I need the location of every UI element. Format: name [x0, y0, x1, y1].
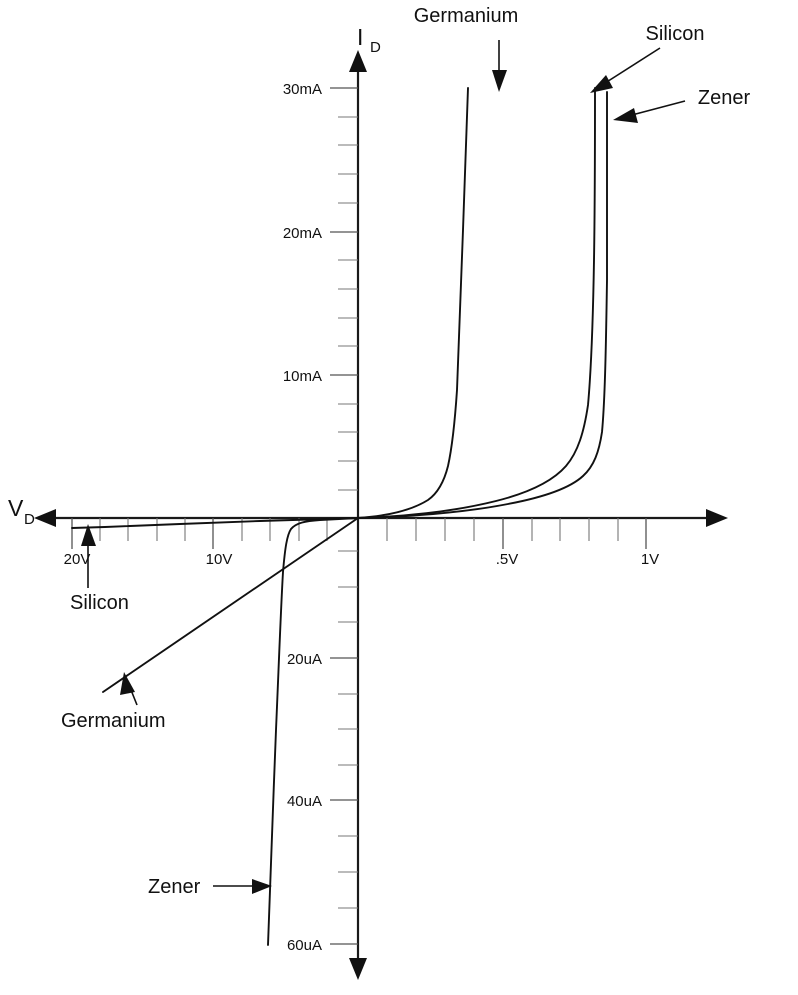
x-tick-label-10V: 10V	[206, 551, 233, 568]
y-tick-label-20mA: 20mA	[283, 225, 322, 242]
y-axis-down-arrowhead	[349, 958, 367, 980]
leader-silicon-top	[590, 47, 661, 93]
annotation-germanium-top: Germanium	[414, 5, 518, 27]
y-tick-label-30mA: 30mA	[283, 81, 322, 98]
leader-silicon-reverse	[81, 524, 96, 588]
annotation-germanium-reverse: Germanium	[61, 710, 165, 732]
curve-silicon-forward	[357, 87, 596, 519]
curve-silicon-reverse	[71, 517, 359, 529]
y-axis-title: I	[357, 24, 363, 50]
x-tick-label-1V: 1V	[641, 551, 659, 568]
leader-germanium-reverse	[120, 672, 138, 706]
y-tick-label-20uA: 20uA	[287, 651, 322, 668]
curve-germanium-forward	[357, 87, 469, 519]
curve-zener-reverse	[267, 517, 359, 946]
x-tick-label-20V: 20V	[64, 551, 91, 568]
annotation-zener-reverse: Zener	[148, 876, 201, 898]
y-positive-ticks	[330, 87, 358, 491]
x-axis-title-subscript: D	[24, 511, 35, 528]
y-negative-ticks	[330, 550, 358, 945]
x-axis-title: V	[8, 495, 24, 521]
y-tick-label-10mA: 10mA	[283, 368, 322, 385]
y-axis-up-arrowhead	[349, 50, 367, 72]
x-positive-ticks	[386, 518, 647, 549]
leader-germanium-top	[492, 40, 507, 92]
x-tick-label-point5V: .5V	[496, 551, 519, 568]
curve-zener-forward	[357, 91, 608, 519]
annotation-silicon-reverse: Silicon	[70, 592, 129, 614]
curve-germanium-reverse	[102, 517, 359, 693]
y-tick-label-60uA: 60uA	[287, 937, 322, 954]
y-axis-title-subscript: D	[370, 39, 381, 56]
leader-zener-reverse	[213, 879, 272, 894]
x-axis-left-arrowhead	[34, 509, 56, 527]
x-axis-right-arrowhead	[706, 509, 728, 527]
annotation-silicon-top: Silicon	[646, 23, 705, 45]
y-tick-label-40uA: 40uA	[287, 793, 322, 810]
annotation-zener-top: Zener	[698, 87, 751, 109]
leader-zener-top	[613, 100, 686, 123]
